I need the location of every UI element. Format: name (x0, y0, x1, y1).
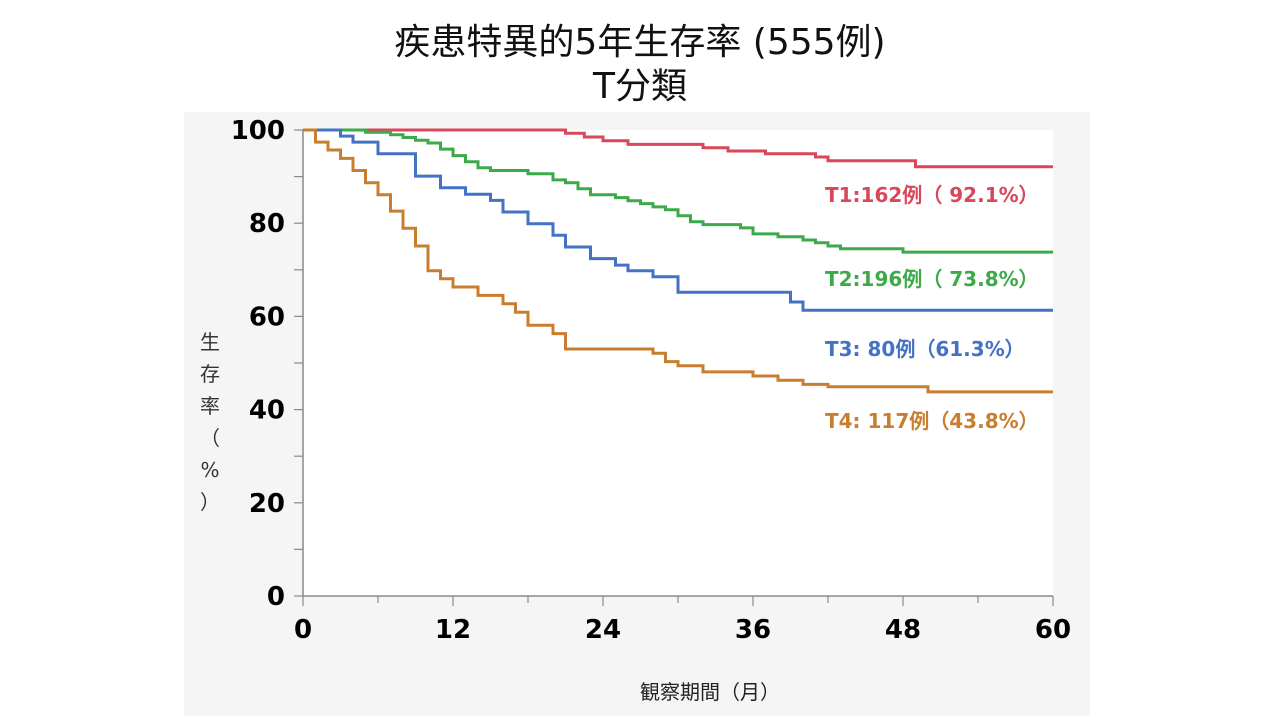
x-tick-label: 12 (435, 615, 471, 645)
series-line-t1 (303, 128, 1053, 169)
y-axis-label-char: 率 (200, 394, 220, 418)
y-tick-label: 60 (249, 302, 285, 332)
x-axis-label: 観察期間（月） (640, 680, 780, 704)
y-axis-label-char: 生 (200, 330, 220, 354)
series-line-t3 (303, 128, 1053, 312)
y-tick-label: 20 (249, 489, 285, 519)
series-label-t2: T2:196例（ 73.8%） (825, 267, 1039, 291)
x-tick-label: 48 (885, 615, 921, 645)
x-tick-label: 60 (1035, 615, 1071, 645)
series-label-t3: T3: 80例（61.3%） (825, 337, 1025, 361)
chart-subtitle: T分類 (593, 66, 687, 107)
x-tick-label: 0 (294, 615, 312, 645)
series-label-t4: T4: 117例（43.8%） (825, 409, 1039, 433)
series-line-t2 (303, 128, 1053, 254)
y-tick-label: 100 (231, 116, 285, 146)
y-tick-label: 80 (249, 209, 285, 239)
y-axis-label-char: ） (200, 490, 220, 514)
y-axis-label-char: % (200, 458, 220, 482)
series-line-t4 (303, 128, 1053, 394)
x-tick-label: 24 (585, 615, 621, 645)
y-tick-label: 0 (267, 582, 285, 612)
x-tick-label: 36 (735, 615, 771, 645)
y-axis-label: 生 存 率 （ % ） (196, 326, 224, 518)
series-label-t1: T1:162例（ 92.1%） (825, 183, 1039, 207)
chart-title: 疾患特異的5年生存率 (555例) (394, 22, 886, 63)
y-axis-label-char: （ (200, 426, 220, 450)
y-axis-label-char: 存 (200, 362, 220, 386)
y-tick-label: 40 (249, 396, 285, 426)
